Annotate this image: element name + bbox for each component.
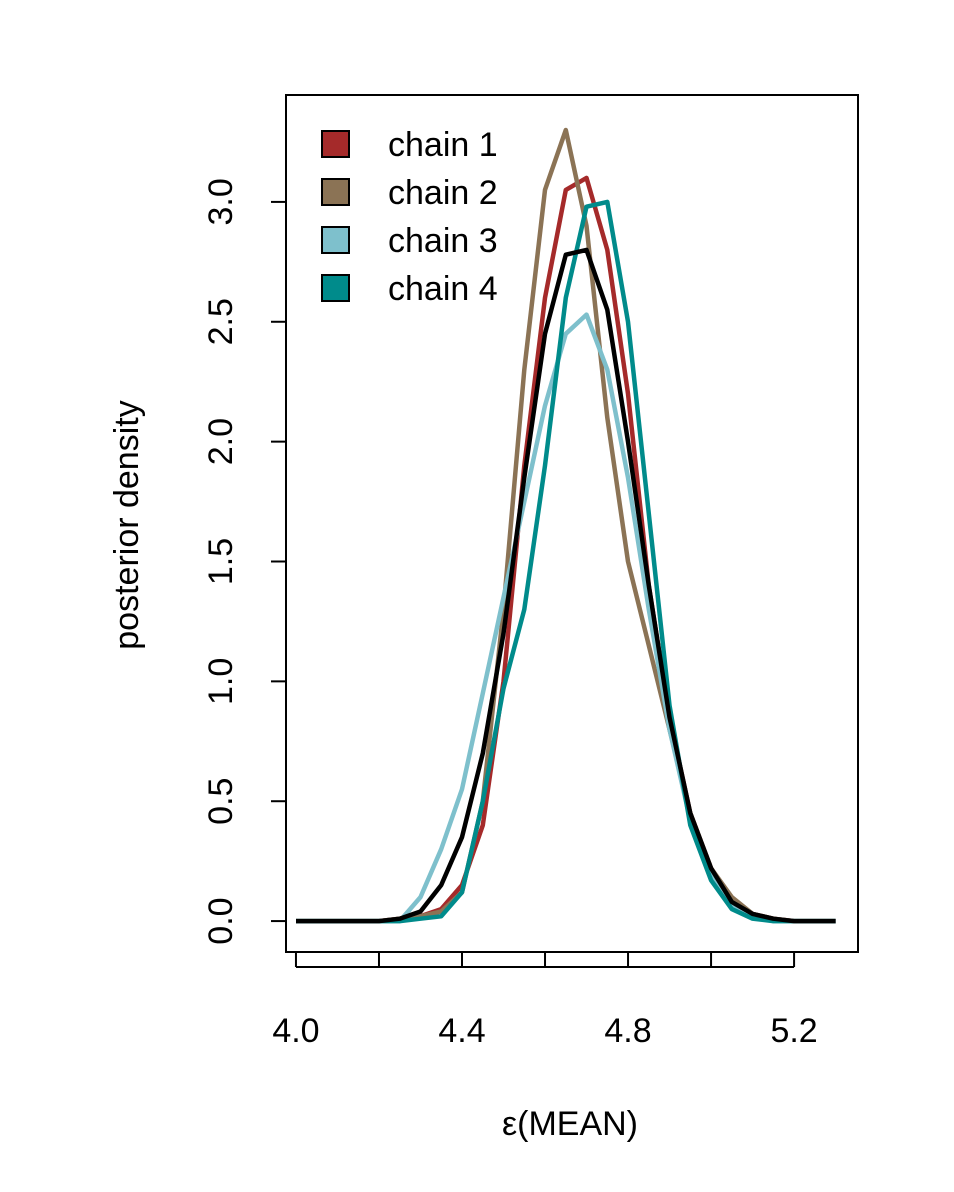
x-axis-label: ε(MEAN) [502, 1105, 638, 1143]
density-line [296, 247, 836, 924]
y-tick-label: 0.0 [202, 897, 240, 944]
y-tick-label: 0.5 [202, 778, 240, 825]
density-line [296, 127, 836, 924]
legend-swatch [321, 226, 350, 254]
y-tick-label: 1.0 [202, 658, 240, 705]
density-line [296, 199, 836, 924]
y-tick-label: 2.5 [202, 298, 240, 345]
legend-label: chain 3 [388, 222, 498, 260]
plot-frame [285, 94, 859, 953]
y-tick-label: 1.5 [202, 538, 240, 585]
x-tick-label: 4.0 [272, 1012, 319, 1050]
legend-swatch [321, 274, 350, 302]
y-axis-label: posterior density [108, 400, 146, 649]
density-line [296, 312, 836, 924]
legend-label: chain 4 [388, 270, 498, 308]
legend-swatch [321, 178, 350, 206]
y-tick-label: 3.0 [202, 178, 240, 225]
legend-swatch [321, 130, 350, 158]
legend-label: chain 1 [388, 126, 498, 164]
y-tick-label: 2.0 [202, 418, 240, 465]
legend-label: chain 2 [388, 174, 498, 212]
x-tick-label: 4.4 [438, 1012, 485, 1050]
x-tick-label: 4.8 [604, 1012, 651, 1050]
x-tick-label: 5.2 [770, 1012, 817, 1050]
